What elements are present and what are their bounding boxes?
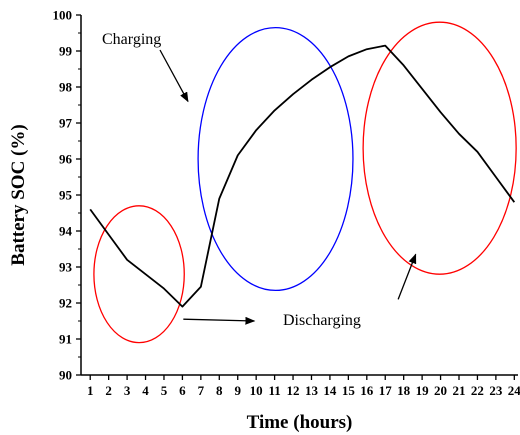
annotation-layer: Charging Discharging	[102, 31, 417, 329]
y-tick-label: 92	[59, 296, 72, 311]
soc-series-line	[89, 44, 516, 308]
x-tick-label: 8	[216, 383, 223, 398]
discharging-label: Discharging	[283, 312, 361, 329]
x-tick-label: 7	[198, 383, 205, 398]
y-axis-title: Battery SOC (%)	[8, 124, 29, 265]
x-tick-label: 21	[452, 383, 465, 398]
x-tick-label: 18	[397, 383, 411, 398]
y-tick-label: 100	[53, 8, 73, 23]
discharging-arrow-1	[183, 316, 256, 325]
charging-label: Charging	[102, 31, 161, 48]
x-tick-label: 9	[234, 383, 241, 398]
y-tick-label: 90	[59, 368, 72, 383]
x-tick-label: 20	[434, 383, 447, 398]
x-tick-label: 23	[489, 383, 503, 398]
y-tick-label: 93	[59, 260, 73, 275]
y-tick-label: 95	[59, 188, 73, 203]
y-tick-label: 99	[59, 44, 73, 59]
x-tick-label: 6	[179, 383, 186, 398]
y-tick-label: 91	[59, 332, 72, 347]
discharging-arrow-2	[397, 253, 417, 300]
x-tick-label: 12	[287, 383, 300, 398]
x-tick-label: 24	[508, 383, 520, 398]
x-tick-label: 15	[342, 383, 356, 398]
highlight-ellipse-2	[197, 26, 354, 292]
x-tick-label: 5	[161, 383, 168, 398]
highlight-ellipse-1	[93, 205, 185, 344]
x-tick-label: 19	[416, 383, 430, 398]
x-tick-label: 13	[305, 383, 319, 398]
charging-arrow	[159, 49, 189, 103]
x-tick-label: 10	[250, 383, 263, 398]
y-tick-label: 98	[59, 80, 73, 95]
x-tick-label: 2	[105, 383, 112, 398]
y-tick-label: 94	[59, 224, 73, 239]
y-tick-label: 97	[59, 116, 73, 131]
x-tick-label: 11	[268, 383, 280, 398]
x-tick-label: 4	[142, 383, 149, 398]
highlight-ellipse-3	[362, 21, 517, 275]
x-tick-label: 14	[323, 383, 337, 398]
x-tick-label: 1	[87, 383, 94, 398]
y-tick-label: 96	[59, 152, 73, 167]
x-tick-label: 22	[471, 383, 484, 398]
series-layer	[89, 44, 516, 308]
x-axis-title: Time (hours)	[247, 412, 353, 433]
ellipse-layer	[93, 21, 517, 344]
x-tick-label: 17	[379, 383, 393, 398]
x-tick-label: 3	[124, 383, 131, 398]
x-tick-label: 16	[360, 383, 374, 398]
